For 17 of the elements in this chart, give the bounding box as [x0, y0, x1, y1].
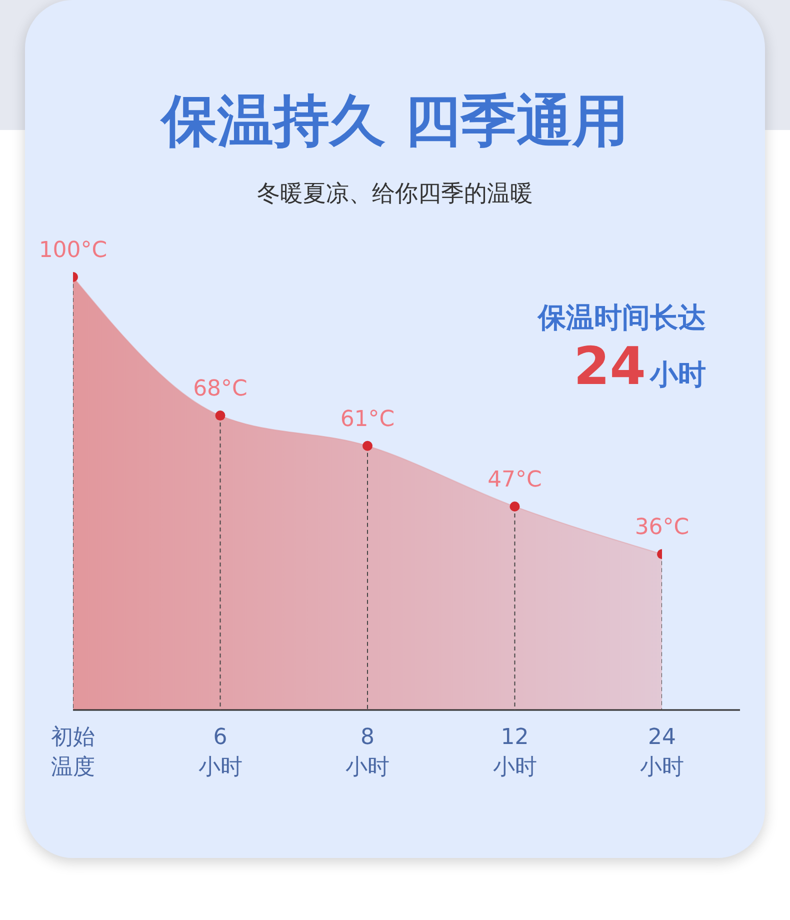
data-label: 68°C	[193, 376, 248, 402]
chart-subtitle: 冬暖夏凉、给你四季的温暖	[256, 180, 534, 209]
x-tick-label: 12小时	[492, 725, 537, 780]
data-label: 36°C	[634, 515, 690, 540]
data-label: 47°C	[488, 467, 542, 492]
data-label: 61°C	[340, 406, 395, 432]
point	[362, 440, 372, 451]
chart-title: 保温持久 四季通用	[159, 88, 630, 156]
point	[215, 410, 226, 421]
point	[510, 501, 520, 512]
x-tick-label: 24小时	[640, 725, 684, 780]
annotation: 保温时间长达	[538, 300, 706, 336]
data-label: 100°C	[38, 238, 108, 263]
x-tick-label: 8小时	[346, 725, 390, 780]
x-tick-label: 6小时	[198, 725, 242, 780]
x-tick-label: 初始温度	[51, 725, 95, 780]
annotation: 24小时	[574, 337, 706, 397]
